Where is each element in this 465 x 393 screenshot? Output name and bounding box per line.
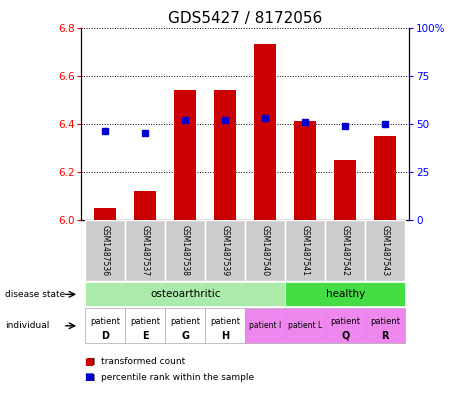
Text: patient: patient (170, 317, 200, 326)
Text: individual: individual (5, 321, 49, 330)
Text: patient: patient (130, 317, 160, 326)
Bar (214, 90, 236, 220)
Bar (134, 191, 156, 220)
Bar (374, 136, 396, 220)
Bar (285, 220, 325, 281)
Bar (246, 220, 285, 281)
Bar (334, 160, 356, 220)
Text: GSM1487537: GSM1487537 (141, 225, 150, 276)
Text: patient: patient (370, 317, 400, 326)
Text: osteoarthritic: osteoarthritic (150, 289, 220, 299)
Text: D: D (101, 331, 109, 341)
Text: patient: patient (90, 317, 120, 326)
Bar (126, 309, 166, 343)
Text: R: R (381, 331, 389, 341)
Bar (365, 220, 405, 281)
Text: ■  percentile rank within the sample: ■ percentile rank within the sample (81, 373, 254, 382)
Bar (86, 220, 126, 281)
Text: healthy: healthy (326, 289, 365, 299)
Text: H: H (221, 331, 229, 341)
Text: GSM1487540: GSM1487540 (261, 225, 270, 276)
Bar (254, 44, 276, 220)
Bar (285, 309, 325, 343)
Bar (365, 309, 405, 343)
Text: GSM1487539: GSM1487539 (221, 225, 230, 276)
Bar (86, 309, 126, 343)
Bar (325, 309, 365, 343)
Bar (174, 90, 196, 220)
Title: GDS5427 / 8172056: GDS5427 / 8172056 (168, 11, 322, 26)
Bar (294, 121, 316, 220)
Bar (246, 309, 285, 343)
Text: Q: Q (341, 331, 349, 341)
Text: ■  transformed count: ■ transformed count (81, 357, 186, 366)
Bar (206, 220, 246, 281)
Text: disease state: disease state (5, 290, 65, 299)
Bar (126, 220, 166, 281)
Bar (86, 282, 285, 307)
Bar (285, 282, 405, 307)
Text: G: G (181, 331, 189, 341)
Text: ■: ■ (84, 356, 93, 367)
Text: ■: ■ (84, 372, 93, 382)
Text: GSM1487543: GSM1487543 (381, 225, 390, 276)
Text: E: E (142, 331, 149, 341)
Bar (206, 309, 246, 343)
Text: GSM1487542: GSM1487542 (341, 225, 350, 276)
Text: GSM1487541: GSM1487541 (301, 225, 310, 276)
Bar (166, 309, 206, 343)
Text: patient: patient (210, 317, 240, 326)
Text: GSM1487536: GSM1487536 (101, 225, 110, 276)
Text: patient I: patient I (249, 321, 281, 330)
Text: patient L: patient L (288, 321, 322, 330)
Text: GSM1487538: GSM1487538 (181, 225, 190, 276)
Bar (325, 220, 365, 281)
Text: patient: patient (330, 317, 360, 326)
Bar (94, 208, 116, 220)
Bar (166, 220, 206, 281)
